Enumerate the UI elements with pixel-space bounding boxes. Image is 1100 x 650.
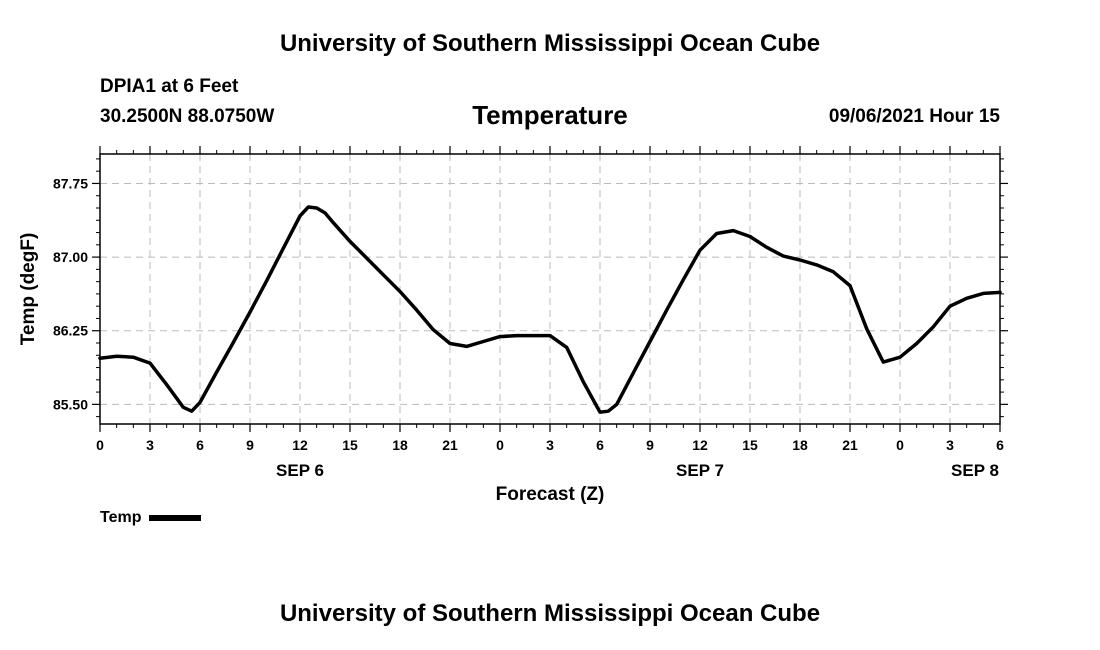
legend-swatch-temp <box>149 515 202 521</box>
legend: Temp <box>100 509 202 527</box>
station-label: DPIA1 at 6 Feet <box>100 76 239 97</box>
y-tick-label: 87.75 <box>53 175 88 191</box>
x-tick-label: 0 <box>96 437 104 453</box>
series-layer <box>98 205 1002 414</box>
x-tick-label: 3 <box>546 437 554 453</box>
y-tick-label: 85.50 <box>53 396 88 412</box>
legend-entry-temp: Temp <box>100 509 142 526</box>
x-tick-label: 9 <box>246 437 254 453</box>
y-tick-label: 86.25 <box>53 323 88 339</box>
day-label: SEP 7 <box>676 461 724 480</box>
x-tick-label: 3 <box>146 437 154 453</box>
axis-ticks <box>92 146 1008 432</box>
y-tick-label: 87.00 <box>53 249 88 265</box>
x-tick-label: 9 <box>646 437 654 453</box>
series-line-temp <box>98 205 1002 414</box>
coordinates-label: 30.2500N 88.0750W <box>100 106 275 127</box>
x-tick-label: 6 <box>996 437 1004 453</box>
x-tick-label: 3 <box>946 437 954 453</box>
x-tick-label: 6 <box>596 437 604 453</box>
x-tick-label: 12 <box>692 437 708 453</box>
x-tick-label: 15 <box>742 437 758 453</box>
day-label: SEP 6 <box>276 461 324 480</box>
x-tick-label: 18 <box>792 437 808 453</box>
x-tick-label: 21 <box>442 437 458 453</box>
grid <box>100 154 1000 424</box>
x-tick-label: 18 <box>392 437 408 453</box>
axis-tick-labels: 0 3 6 9 12 15 18 21 0 3 6 9 12 15 18 21 0 3 6 SEP 6 SEP 7 SEP… <box>53 175 1004 480</box>
x-tick-label: 21 <box>842 437 858 453</box>
x-tick-label: 0 <box>896 437 904 453</box>
day-label: SEP 8 <box>951 461 999 480</box>
chart-title: Temperature <box>472 100 628 130</box>
top-title: University of Southern Mississippi Ocean… <box>279 30 821 57</box>
x-tick-label: 0 <box>496 437 504 453</box>
x-tick-label: 12 <box>292 437 308 453</box>
plot-frame <box>99 153 1001 425</box>
y-axis-label: Temp (degF) <box>18 233 39 346</box>
x-axis-label: Forecast (Z) <box>496 484 605 505</box>
x-tick-label: 15 <box>342 437 358 453</box>
forecast-datetime: 09/06/2021 Hour 15 <box>828 106 1000 127</box>
bottom-title: University of Southern Mississippi Ocean… <box>279 600 821 627</box>
x-tick-label: 6 <box>196 437 204 453</box>
